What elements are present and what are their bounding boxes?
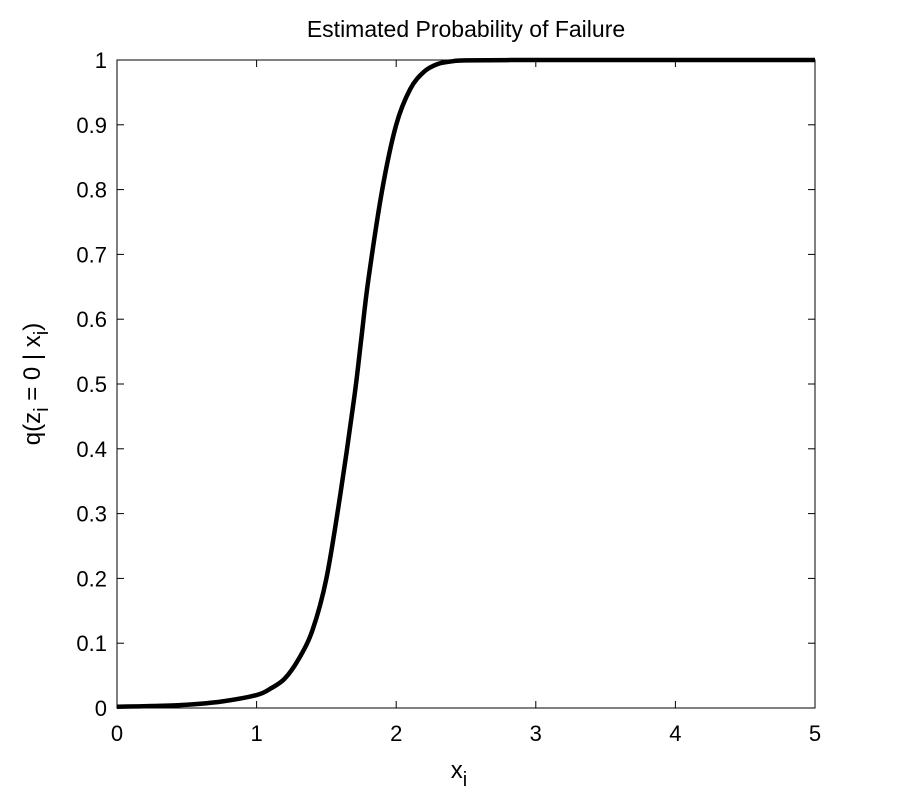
y-axis-label-subscript-2: i xyxy=(31,331,53,335)
x-axis-label-subscript: i xyxy=(463,769,467,791)
y-axis-label-subscript-1: i xyxy=(31,407,53,411)
y-tick-label: 0 xyxy=(95,696,107,721)
y-axis-label-suffix: ) xyxy=(19,323,46,331)
y-tick-label: 0.7 xyxy=(76,242,107,267)
plot-area-frame xyxy=(116,59,816,709)
y-tick-label: 0.5 xyxy=(76,372,107,397)
y-tick-label: 0.4 xyxy=(76,437,107,462)
y-tick-label: 0.1 xyxy=(76,631,107,656)
y-tick-label: 0.9 xyxy=(76,113,107,138)
series-layer xyxy=(116,57,815,709)
y-axis-label-prefix: q(z xyxy=(19,412,46,445)
x-axis-label-base: x xyxy=(451,757,463,784)
x-tick-label: 0 xyxy=(111,721,123,746)
y-tick-label: 0.6 xyxy=(76,307,107,332)
y-tick-label: 0.8 xyxy=(76,178,107,203)
axis-tick-labels: 0 1 2 3 4 5 0 0.1 0.2 0.3 0.4 0.5 0.6 0.7 0.8 0.9 1 xyxy=(76,48,821,746)
x-tick-label: 4 xyxy=(669,721,681,746)
y-tick-label: 0.2 xyxy=(76,566,107,591)
y-tick-label: 1 xyxy=(95,48,107,73)
x-tick-label: 1 xyxy=(250,721,262,746)
y-tick-label: 0.3 xyxy=(76,502,107,527)
y-axis-label: q(zi = 0 | xi) xyxy=(19,323,53,446)
x-axis-label: xi xyxy=(451,757,467,791)
y-axis-label-middle: = 0 | x xyxy=(19,335,46,407)
x-tick-label: 5 xyxy=(809,721,821,746)
x-tick-label: 3 xyxy=(530,721,542,746)
x-tick-label: 2 xyxy=(390,721,402,746)
series-line xyxy=(116,57,815,709)
chart-title: Estimated Probability of Failure xyxy=(307,16,625,42)
